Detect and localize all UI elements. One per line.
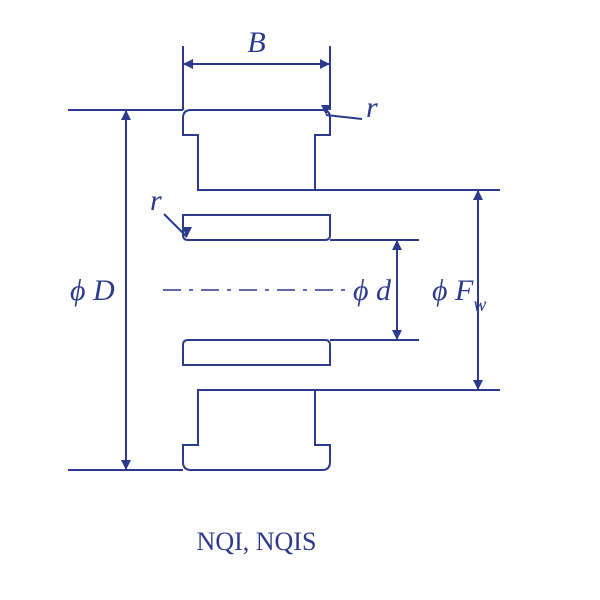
dim-r-top: r [366,91,378,124]
bearing-diagram: Bϕ Dϕ dϕ FwrrNQI, NQIS [0,0,600,600]
dim-r-left: r [150,184,162,217]
dim-D-label: ϕ D [70,274,115,307]
diagram-title: NQI, NQIS [197,527,317,556]
dim-d-label: ϕ d [353,274,392,307]
dim-B-label: B [247,26,265,59]
